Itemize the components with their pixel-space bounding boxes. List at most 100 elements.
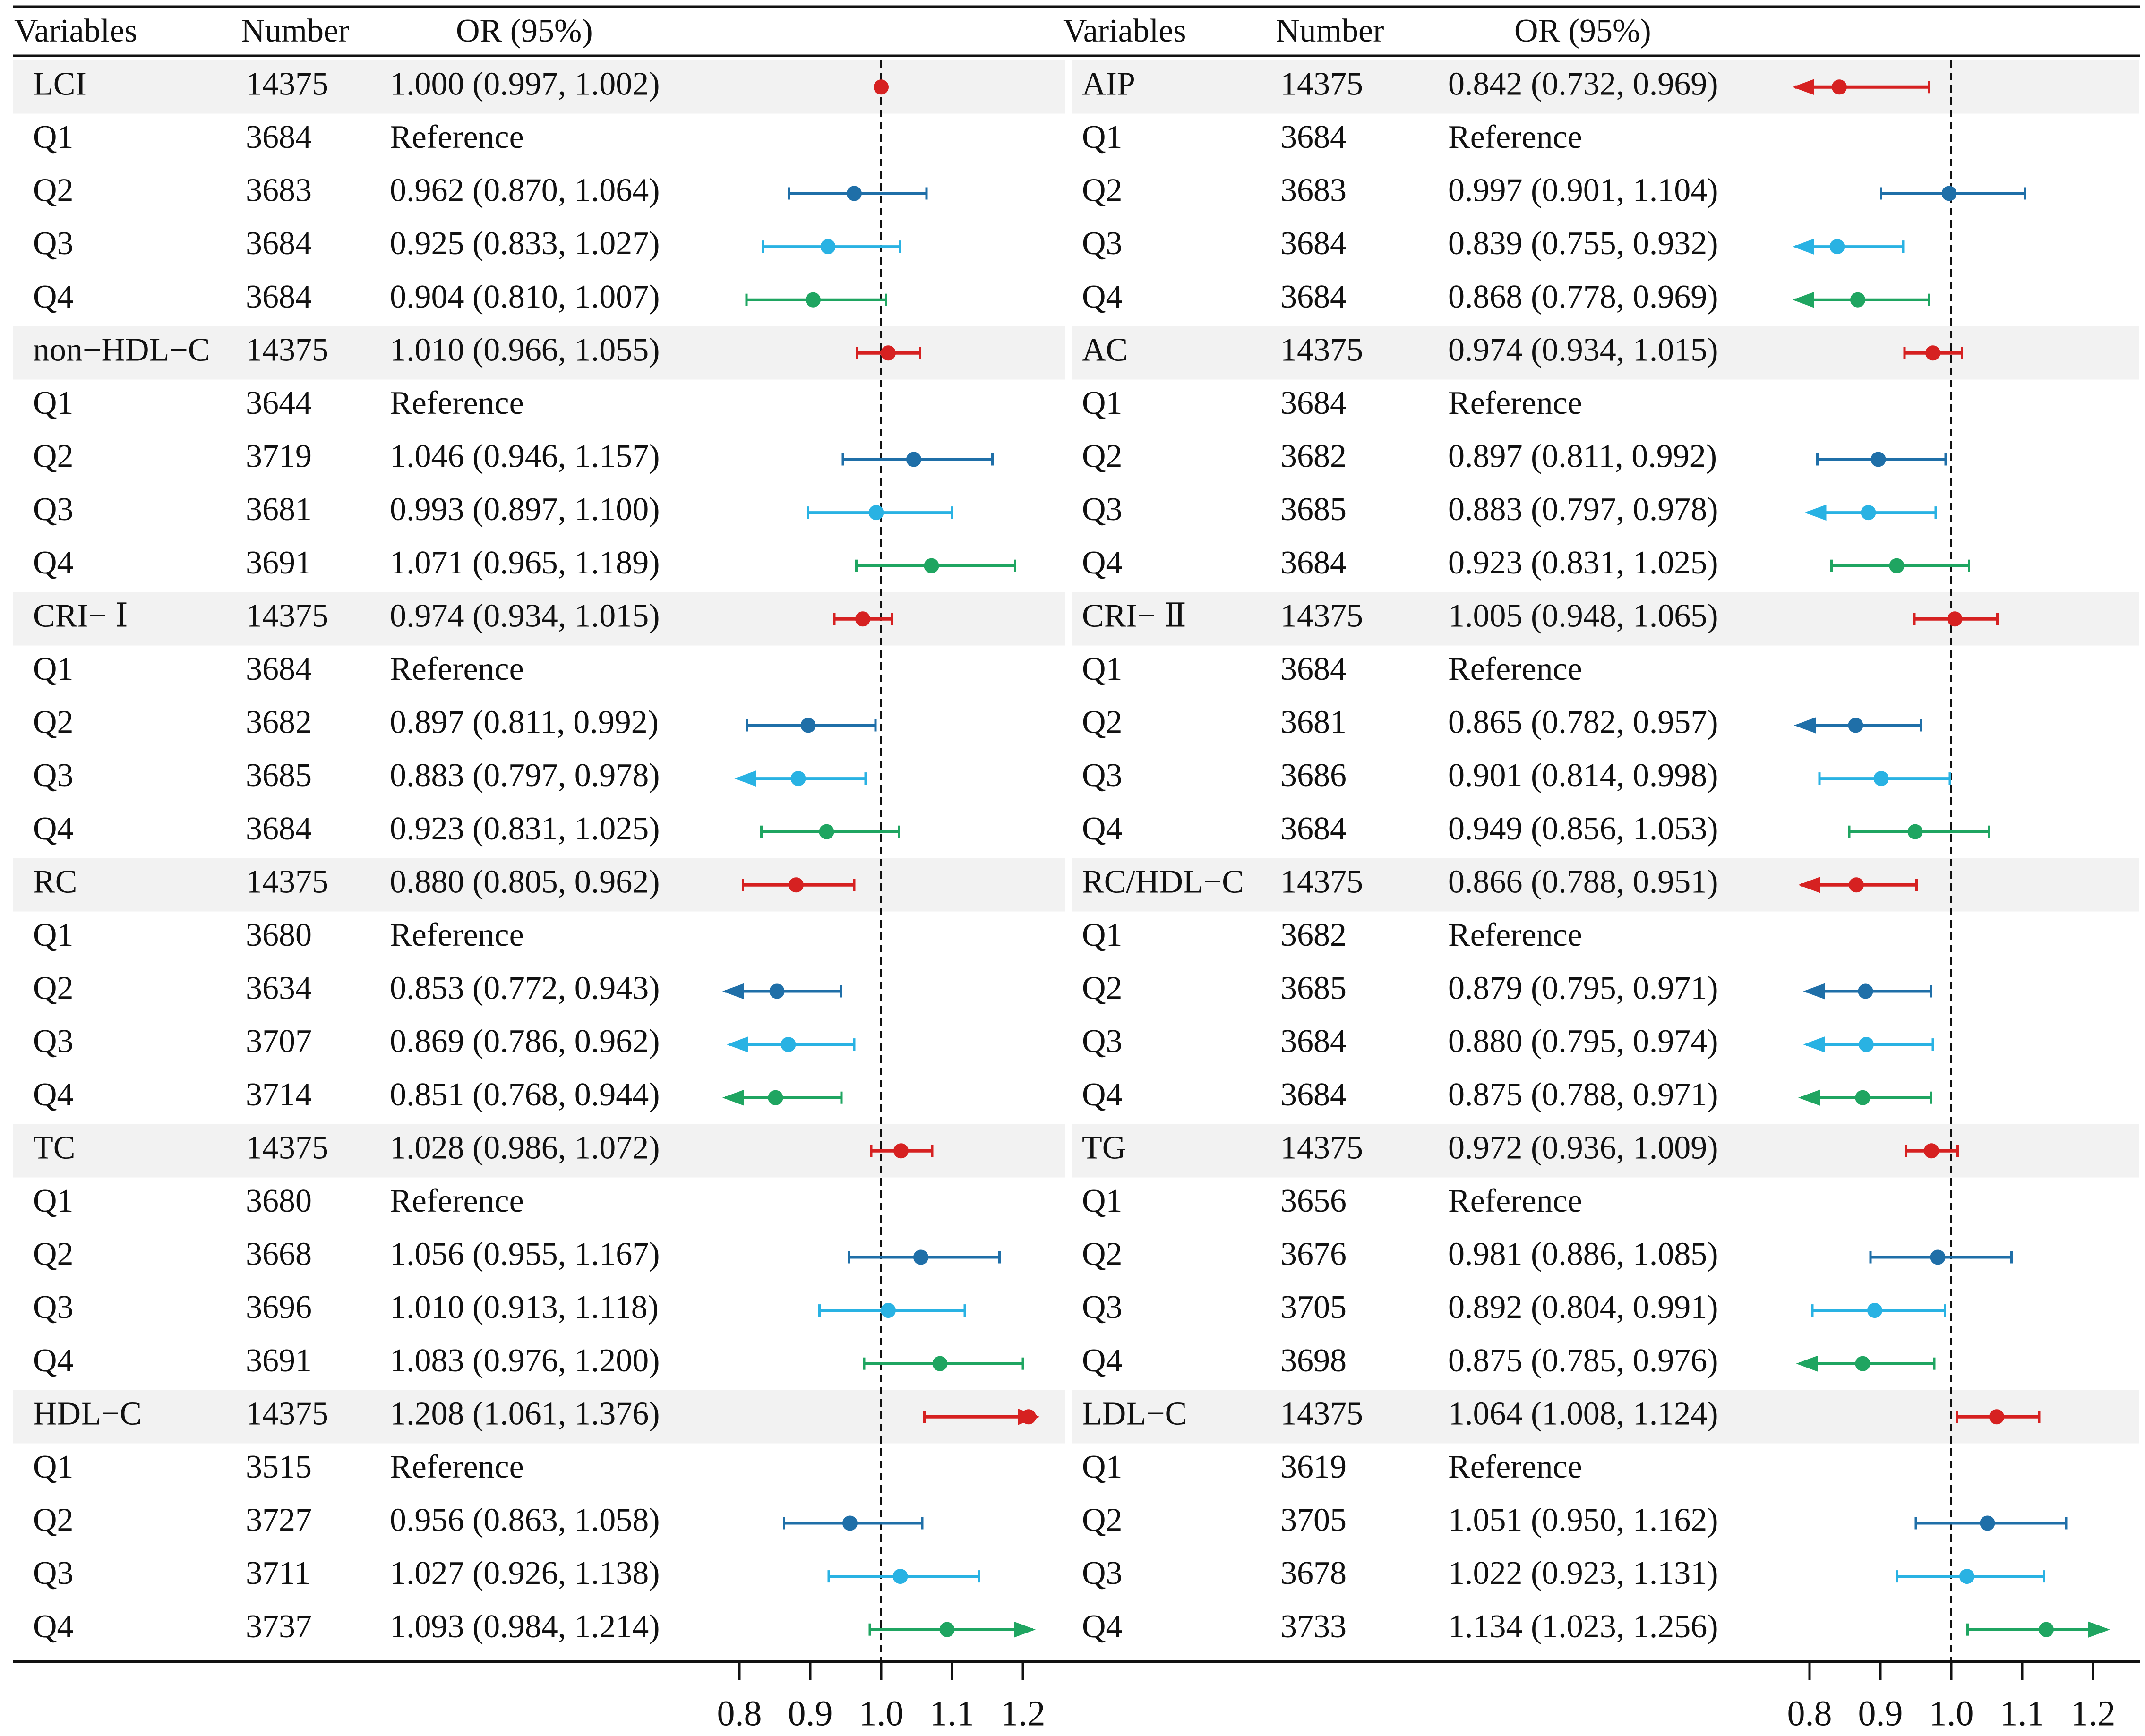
sample-number: 3668 — [246, 1236, 312, 1273]
variable-label: Q3 — [1082, 491, 1123, 528]
sample-number: 3682 — [1280, 438, 1347, 475]
x-tick-label: 1.2 — [2071, 1693, 2116, 1733]
variable-label: Q3 — [1082, 1555, 1123, 1591]
variable-label: Q2 — [1082, 438, 1123, 475]
or-point — [1873, 771, 1889, 787]
sample-number: 3685 — [1280, 491, 1347, 528]
or-point — [1855, 1356, 1870, 1371]
variable-label: LCI — [33, 66, 86, 102]
or-ci-text: 0.949 (0.856, 1.053) — [1448, 811, 1718, 847]
or-ci-text: Reference — [390, 917, 524, 953]
or-point — [913, 1249, 928, 1265]
sample-number: 3719 — [246, 438, 312, 475]
or-point — [1889, 558, 1905, 573]
or-point — [881, 1303, 896, 1318]
sample-number: 3737 — [246, 1608, 312, 1645]
x-tick-label: 1.1 — [930, 1693, 975, 1733]
or-ci-text: 0.981 (0.886, 1.085) — [1448, 1236, 1718, 1273]
sample-number: 3684 — [246, 279, 312, 315]
sample-number: 3682 — [1280, 917, 1347, 953]
or-point — [1941, 186, 1957, 201]
or-point — [1859, 1037, 1874, 1052]
variable-label: RC — [33, 864, 77, 900]
or-ci-text: 0.883 (0.797, 0.978) — [1448, 491, 1718, 528]
variable-label: Q1 — [33, 651, 74, 687]
variable-label: Q1 — [33, 917, 74, 953]
or-ci-text: 1.022 (0.923, 1.131) — [1448, 1555, 1718, 1591]
row-shade — [1072, 1124, 2139, 1178]
sample-number: 3686 — [1280, 757, 1347, 794]
row-shade — [13, 60, 1065, 114]
sample-number: 3678 — [1280, 1555, 1347, 1591]
x-tick-label: 0.9 — [788, 1693, 833, 1733]
or-point — [1829, 239, 1845, 255]
or-point — [1855, 1090, 1870, 1105]
variable-label: Q4 — [1082, 1608, 1123, 1645]
sample-number: 3684 — [1280, 225, 1347, 262]
x-tick-label: 0.8 — [1787, 1693, 1832, 1733]
sample-number: 3683 — [246, 172, 312, 209]
header-or: OR (95%) — [456, 13, 593, 49]
sample-number: 3684 — [1280, 651, 1347, 687]
ci-arrow-left — [722, 983, 744, 1000]
sample-number: 3684 — [1280, 545, 1347, 581]
variable-label: Q4 — [1082, 279, 1123, 315]
sample-number: 3681 — [1280, 704, 1347, 741]
header-variables: Variables — [14, 13, 137, 49]
or-ci-text: 1.071 (0.965, 1.189) — [390, 545, 660, 581]
or-ci-text: Reference — [390, 1183, 524, 1219]
variable-label: Q2 — [33, 1502, 74, 1539]
or-point — [789, 877, 804, 893]
or-point — [820, 239, 836, 255]
x-tick-label: 1.2 — [1001, 1693, 1046, 1733]
or-point — [790, 771, 806, 787]
or-point — [1907, 824, 1923, 839]
or-point — [1867, 1303, 1882, 1318]
sample-number: 3684 — [1280, 811, 1347, 847]
or-ci-text: 0.974 (0.934, 1.015) — [1448, 332, 1718, 368]
ci-arrow-left — [727, 1036, 748, 1053]
header-variables: Variables — [1063, 13, 1186, 49]
or-point — [769, 983, 785, 999]
or-point — [924, 558, 939, 573]
sample-number: 14375 — [246, 598, 328, 634]
variable-label: Q4 — [1082, 1077, 1123, 1113]
or-point — [800, 718, 816, 733]
or-ci-text: 0.925 (0.833, 1.027) — [390, 225, 660, 262]
or-point — [781, 1037, 796, 1052]
variable-label: Q2 — [1082, 704, 1123, 741]
sample-number: 3727 — [246, 1502, 312, 1539]
variable-label: Q3 — [33, 491, 74, 528]
variable-label: Q2 — [1082, 1236, 1123, 1273]
variable-label: CRI− Ⅱ — [1082, 598, 1186, 634]
header-number: Number — [1276, 13, 1384, 49]
variable-label: Q2 — [33, 704, 74, 741]
or-point — [1850, 292, 1865, 308]
ci-arrow-left — [1798, 1089, 1820, 1106]
or-ci-text: 0.851 (0.768, 0.944) — [390, 1077, 660, 1113]
or-ci-text: 0.997 (0.901, 1.104) — [1448, 172, 1718, 209]
or-point — [855, 611, 870, 627]
variable-label: Q1 — [33, 119, 74, 155]
sample-number: 3656 — [1280, 1183, 1347, 1219]
or-point — [874, 79, 889, 95]
or-ci-text: 0.880 (0.795, 0.974) — [1448, 1023, 1718, 1060]
variable-label: AC — [1082, 332, 1128, 368]
variable-label: Q4 — [33, 1608, 74, 1645]
sample-number: 14375 — [246, 864, 328, 900]
header-number: Number — [241, 13, 349, 49]
or-point — [1947, 611, 1963, 627]
or-point — [881, 345, 896, 361]
sample-number: 3705 — [1280, 1502, 1347, 1539]
sample-number: 3698 — [1280, 1343, 1347, 1379]
ci-arrow-left — [1793, 291, 1814, 308]
or-ci-text: Reference — [390, 651, 524, 687]
or-ci-text: 0.897 (0.811, 0.992) — [390, 704, 659, 741]
variable-label: non−HDL−C — [33, 332, 210, 368]
variable-label: Q3 — [33, 1555, 74, 1591]
or-point — [847, 186, 862, 201]
x-tick-label: 0.8 — [717, 1693, 762, 1733]
variable-label: Q4 — [1082, 1343, 1123, 1379]
or-point — [1870, 452, 1886, 467]
